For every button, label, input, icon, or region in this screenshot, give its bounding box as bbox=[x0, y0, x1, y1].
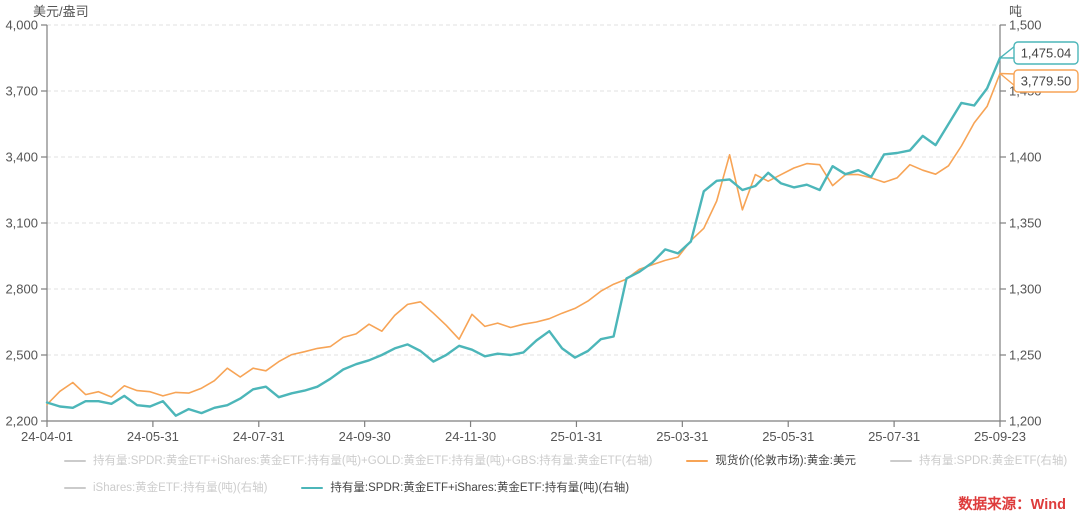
legend-item-2-2[interactable]: 持有量:SPDR:黄金ETF+iShares:黄金ETF:持有量(吨)(右轴) bbox=[301, 480, 629, 496]
x-axis-tick-label: 25-03-31 bbox=[656, 429, 708, 444]
x-axis-tick-label: 24-11-30 bbox=[445, 429, 496, 444]
legend-label: 持有量:SPDR:黄金ETF(右轴) bbox=[918, 455, 1068, 467]
gold-price-line bbox=[46, 72, 1001, 406]
legend-marker-line bbox=[686, 459, 709, 463]
legend-marker-line bbox=[301, 486, 324, 490]
x-axis-tick-label: 24-09-30 bbox=[339, 429, 391, 444]
legend-label: 持有量:SPDR:黄金ETF+iShares:黄金ETF:持有量(吨)(右轴) bbox=[330, 482, 630, 494]
left-axis-tick-label: 4,000 bbox=[5, 18, 38, 33]
x-axis-tick-label: 24-05-31 bbox=[127, 429, 179, 444]
legend-row-1: 持有量:SPDR:黄金ETF+iShares:黄金ETF:持有量(吨)+GOLD… bbox=[64, 453, 1067, 469]
legend-item-1-3[interactable]: 持有量:SPDR:黄金ETF(右轴) bbox=[889, 453, 1068, 469]
legend-label: 持有量:SPDR:黄金ETF+iShares:黄金ETF:持有量(吨)+GOLD… bbox=[93, 455, 653, 467]
right-axis-unit-label: 吨 bbox=[1009, 4, 1022, 19]
legend-item-1-1[interactable]: 持有量:SPDR:黄金ETF+iShares:黄金ETF:持有量(吨)+GOLD… bbox=[64, 453, 652, 469]
right-axis-tick-label: 1,400 bbox=[1009, 150, 1042, 165]
data-source-label: 数据来源：Wind bbox=[958, 497, 1066, 513]
holdings-last-value-callout bbox=[1013, 41, 1079, 65]
x-axis-tick-label: 25-07-31 bbox=[868, 429, 920, 444]
legend-label: iShares:黄金ETF:持有量(吨)(右轴) bbox=[93, 482, 268, 494]
left-axis-tick-label: 3,700 bbox=[5, 84, 38, 99]
chart-legend: 持有量:SPDR:黄金ETF+iShares:黄金ETF:持有量(吨)+GOLD… bbox=[64, 453, 1067, 507]
right-axis-tick-label: 1,350 bbox=[1009, 216, 1042, 231]
price-last-value-callout bbox=[1013, 69, 1079, 93]
left-axis-tick-label: 3,100 bbox=[5, 216, 38, 231]
legend-marker-line bbox=[64, 486, 86, 490]
left-axis-tick-label: 3,400 bbox=[5, 150, 38, 165]
right-axis-tick-label: 1,300 bbox=[1009, 282, 1042, 297]
legend-item-1-2[interactable]: 现货价(伦敦市场):黄金:美元 bbox=[686, 453, 856, 469]
holdings-last-value-callout-pointer bbox=[999, 45, 1016, 59]
legend-marker-line bbox=[889, 459, 912, 463]
holdings-last-value-callout-text: 1,475.04 bbox=[1021, 46, 1072, 61]
left-axis-tick-label: 2,800 bbox=[5, 282, 38, 297]
legend-item-2-1[interactable]: iShares:黄金ETF:持有量(吨)(右轴) bbox=[64, 480, 267, 496]
x-axis-tick-label: 24-04-01 bbox=[21, 429, 73, 444]
right-axis-tick-label: 1,500 bbox=[1009, 18, 1042, 33]
x-axis-tick-label: 24-07-31 bbox=[233, 429, 285, 444]
legend-marker-line bbox=[64, 459, 86, 463]
etf-holdings-line bbox=[45, 56, 1002, 417]
right-axis-tick-label: 1,250 bbox=[1009, 348, 1042, 363]
x-axis-tick-label: 25-09-23 bbox=[974, 429, 1026, 444]
left-axis-tick-label: 2,500 bbox=[5, 348, 38, 363]
price-last-value-callout-text: 3,779.50 bbox=[1021, 74, 1072, 89]
right-axis-tick-label: 1,200 bbox=[1009, 414, 1042, 429]
left-axis-unit-label: 美元/盎司 bbox=[33, 4, 89, 19]
left-axis-tick-label: 2,200 bbox=[5, 414, 38, 429]
legend-row-2: iShares:黄金ETF:持有量(吨)(右轴) 持有量:SPDR:黄金ETF+i… bbox=[64, 480, 1067, 496]
x-axis-tick-label: 25-05-31 bbox=[762, 429, 814, 444]
x-axis-tick-label: 25-01-31 bbox=[550, 429, 602, 444]
legend-label: 现货价(伦敦市场):黄金:美元 bbox=[715, 455, 856, 467]
price-last-value-callout-pointer bbox=[999, 72, 1016, 87]
